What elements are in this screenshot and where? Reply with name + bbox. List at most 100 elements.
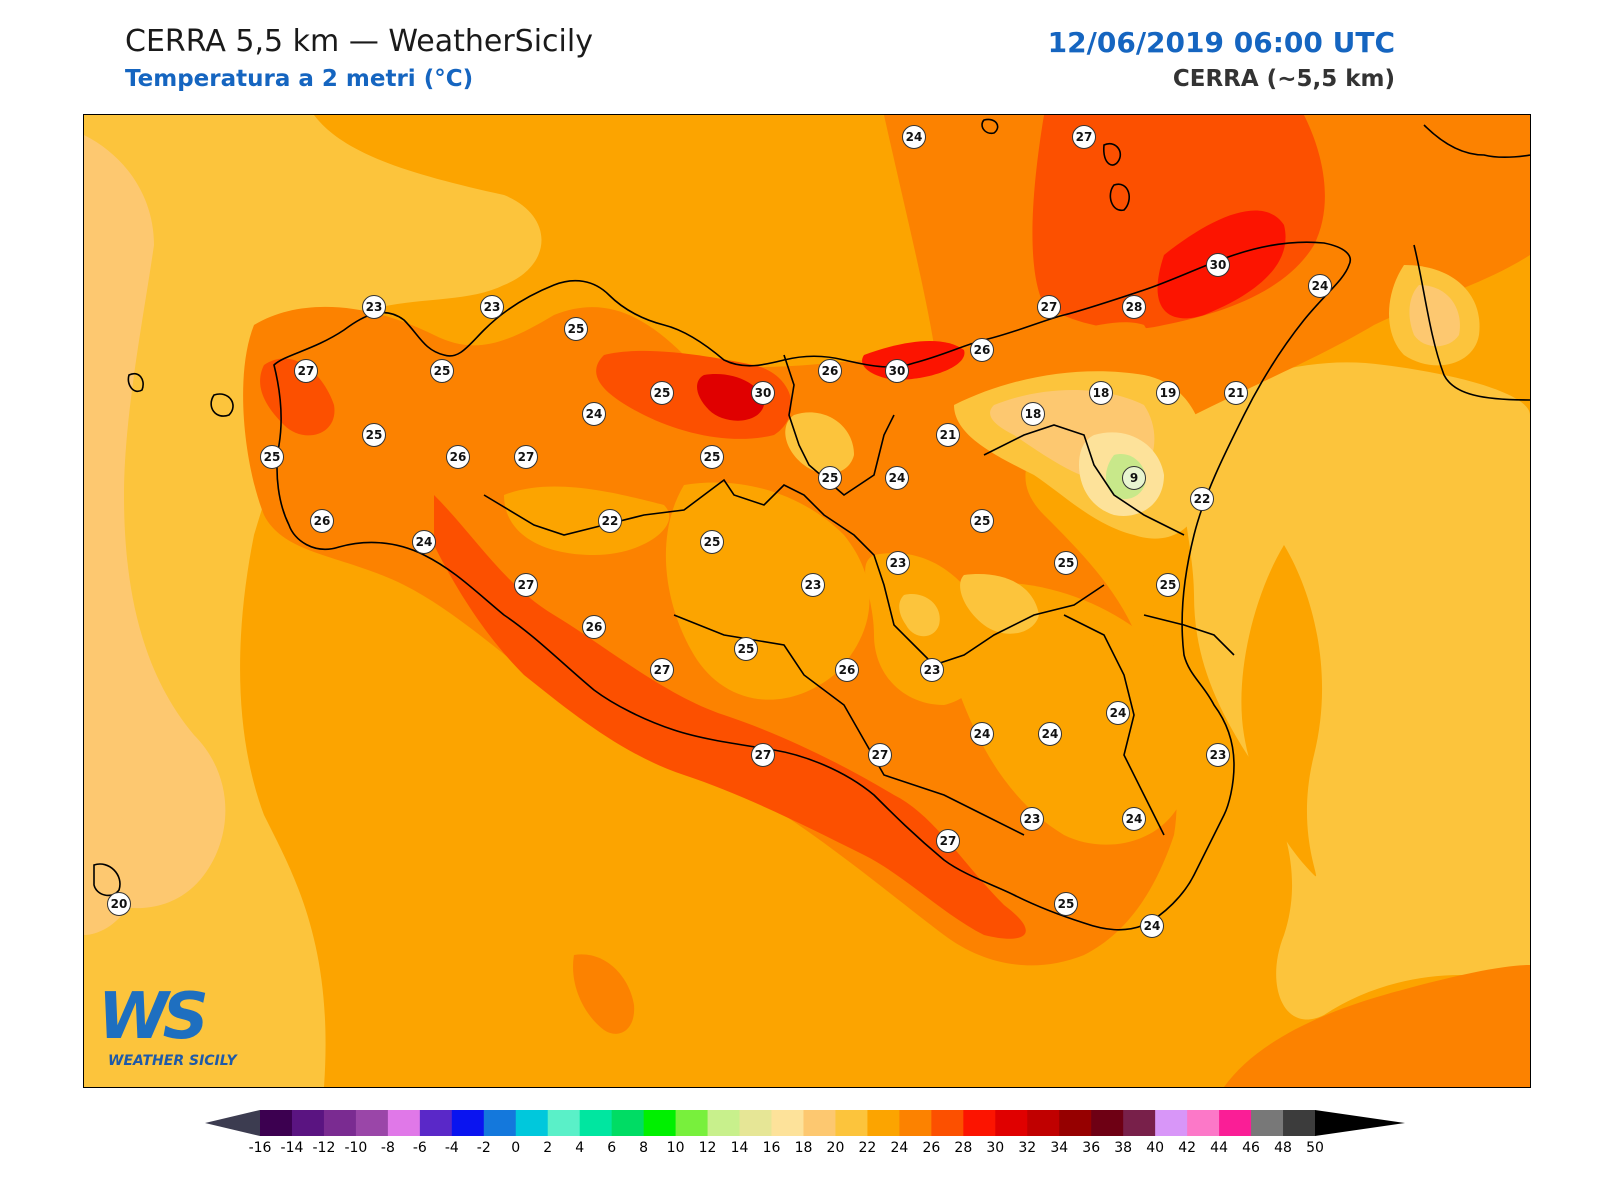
station-value: 23 (886, 551, 910, 575)
colorbar-bin (1187, 1110, 1220, 1136)
station-value: 24 (1038, 722, 1062, 746)
colorbar-bin (1027, 1110, 1060, 1136)
colorbar-bin (771, 1110, 804, 1136)
station-value: 26 (970, 338, 994, 362)
station-value: 25 (1156, 573, 1180, 597)
colorbar-tick-label: 20 (826, 1140, 845, 1156)
colorbar-bin (675, 1110, 709, 1136)
temperature-colorbar (205, 1110, 1405, 1136)
colorbar-bin (803, 1110, 836, 1136)
colorbar-tick-label: 42 (1178, 1140, 1197, 1156)
colorbar-bin (1283, 1110, 1316, 1136)
station-value: 22 (598, 509, 622, 533)
colorbar-tick-label: 26 (922, 1140, 941, 1156)
colorbar-bin (1155, 1110, 1188, 1136)
colorbar-tick-label: 50 (1306, 1140, 1324, 1156)
colorbar-bin (739, 1110, 773, 1136)
station-value: 23 (1206, 743, 1230, 767)
map-title: CERRA 5,5 km — WeatherSicily (125, 24, 593, 59)
colorbar-under-arrow (205, 1110, 260, 1136)
station-value: 27 (1072, 125, 1096, 149)
station-value: 25 (970, 509, 994, 533)
station-value: 19 (1156, 381, 1180, 405)
colorbar-bin (1123, 1110, 1156, 1136)
temperature-field (84, 115, 1530, 1087)
colorbar-tick-label: 4 (575, 1140, 585, 1156)
colorbar-tick-label: -10 (344, 1140, 368, 1156)
station-value: 24 (582, 402, 606, 426)
station-value: 25 (564, 317, 588, 341)
station-value: 23 (480, 295, 504, 319)
colorbar-tick-label: -8 (380, 1140, 395, 1156)
colorbar-bin (1219, 1110, 1252, 1136)
colorbar-bin (1059, 1110, 1092, 1136)
station-value: 23 (362, 295, 386, 319)
station-value: 25 (734, 637, 758, 661)
colorbar-tick-label: -2 (476, 1140, 491, 1156)
station-value: 25 (700, 445, 724, 469)
station-value: 21 (1224, 381, 1248, 405)
colorbar-tick-label: 30 (986, 1140, 1005, 1156)
station-value: 27 (514, 445, 538, 469)
station-value: 23 (801, 573, 825, 597)
colorbar-tick-label: 14 (730, 1140, 749, 1156)
colorbar-bin (643, 1110, 677, 1136)
station-value: 24 (1308, 274, 1332, 298)
station-value: 27 (1037, 295, 1061, 319)
colorbar-bin (963, 1110, 996, 1136)
colorbar-bin (707, 1110, 741, 1136)
station-value: 24 (970, 722, 994, 746)
colorbar-tick-label: 34 (1050, 1140, 1069, 1156)
station-value: 30 (751, 381, 775, 405)
colorbar-over-arrow (1315, 1110, 1405, 1136)
station-value: 24 (885, 466, 909, 490)
colorbar-bin (451, 1110, 485, 1136)
station-value: 24 (1106, 701, 1130, 725)
station-value: 26 (818, 359, 842, 383)
colorbar-tick-label: -14 (280, 1140, 304, 1156)
colorbar-tick-label: 16 (762, 1140, 781, 1156)
colorbar-tick-label: -12 (312, 1140, 336, 1156)
model-label: CERRA (~5,5 km) (1172, 66, 1395, 92)
station-value: 20 (107, 892, 131, 916)
station-value: 23 (920, 658, 944, 682)
colorbar-tick-label: 0 (511, 1140, 521, 1156)
colorbar-bin (387, 1110, 421, 1136)
colorbar-bin (547, 1110, 581, 1136)
colorbar-tick-label: -16 (248, 1140, 272, 1156)
weather-sicily-logo: WS WEATHER SICILY (98, 985, 268, 1075)
station-value: 26 (446, 445, 470, 469)
station-value: 27 (514, 573, 538, 597)
station-value: 24 (412, 530, 436, 554)
station-value: 27 (868, 743, 892, 767)
station-value: 24 (902, 125, 926, 149)
colorbar-bin (323, 1110, 357, 1136)
colorbar-bin (515, 1110, 549, 1136)
station-value: 25 (260, 445, 284, 469)
colorbar-bin (291, 1110, 325, 1136)
colorbar-tick-label: 40 (1146, 1140, 1165, 1156)
station-value: 25 (650, 381, 674, 405)
station-value: 30 (1206, 253, 1230, 277)
logo-mark: WS (98, 980, 209, 1054)
colorbar-tick-label: 44 (1210, 1140, 1228, 1156)
map-panel[interactable]: 24 27 30 24 23 23 25 27 28 27 25 26 30 26 25 30 24 18 19 21… (83, 114, 1531, 1088)
colorbar-bin (483, 1110, 517, 1136)
colorbar-tick-label: 6 (607, 1140, 617, 1156)
station-value: 25 (700, 530, 724, 554)
colorbar-bin (931, 1110, 964, 1136)
station-value: 24 (1140, 914, 1164, 938)
station-value: 18 (1021, 402, 1045, 426)
colorbar-tick-label: 36 (1082, 1140, 1101, 1156)
colorbar-tick-label: 28 (954, 1140, 973, 1156)
colorbar-tick-label: 22 (858, 1140, 877, 1156)
colorbar-bin (835, 1110, 868, 1136)
colorbar-tick-label: 32 (1018, 1140, 1037, 1156)
colorbar-bin (419, 1110, 453, 1136)
colorbar-tick-label: 48 (1274, 1140, 1292, 1156)
station-value: 26 (835, 658, 859, 682)
station-value: 27 (294, 359, 318, 383)
station-value: 27 (936, 829, 960, 853)
colorbar-bin (995, 1110, 1028, 1136)
station-value: 25 (362, 423, 386, 447)
